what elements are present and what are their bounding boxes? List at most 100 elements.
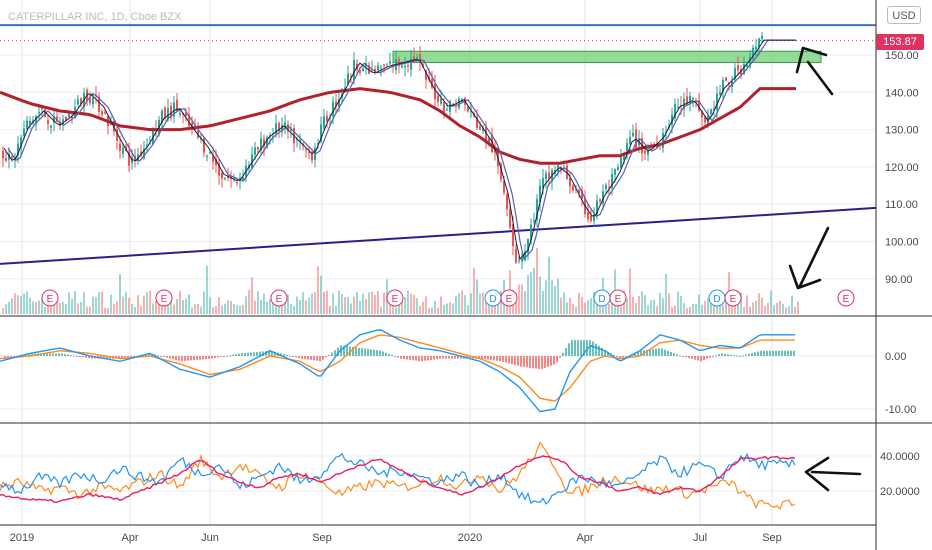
volume-bar (785, 307, 787, 314)
volume-bar (755, 300, 757, 314)
volume-bar (533, 268, 535, 314)
volume-bar (239, 305, 241, 314)
volume-bar (77, 303, 79, 314)
candle (251, 154, 253, 169)
macd-histogram-bar (388, 353, 390, 356)
macd-histogram-bar (70, 355, 72, 357)
macd-histogram-bar (7, 356, 9, 358)
volume-bar (365, 298, 367, 314)
volume-bar (47, 298, 49, 314)
annotation-arrows (788, 46, 862, 492)
candle (527, 238, 529, 253)
resistance-zone (392, 50, 822, 63)
candle (599, 199, 601, 202)
candle (419, 54, 421, 63)
candle (20, 137, 22, 148)
volume-bar (767, 303, 769, 314)
volume-bar (425, 296, 427, 314)
macd-histogram-bar (445, 356, 447, 359)
macd-histogram-bar (688, 356, 690, 359)
candle (587, 212, 589, 220)
volume-bar (80, 302, 82, 314)
volume-bar (389, 297, 391, 314)
volume-bar (284, 301, 286, 314)
macd-histogram-bar (169, 356, 171, 359)
macd-histogram-bar (403, 356, 405, 360)
candle (296, 139, 298, 141)
volume-bar (59, 302, 61, 314)
volume-bar (776, 302, 778, 314)
candle (722, 80, 724, 92)
macd-panel[interactable] (0, 329, 795, 413)
candle (362, 68, 364, 72)
macd-histogram-bar (682, 356, 684, 357)
volume-bar (356, 291, 358, 314)
dmi-tick-label: 40.0000 (880, 451, 920, 463)
macd-histogram-bar (352, 346, 354, 356)
candle (563, 167, 565, 169)
macd-histogram-bar (157, 355, 159, 357)
macd-histogram-bar (10, 356, 12, 357)
candle (506, 194, 508, 210)
macd-histogram-bar (379, 350, 381, 356)
candle (476, 116, 478, 129)
volume-bar (383, 292, 385, 314)
volume-bar (191, 307, 193, 314)
candle (89, 97, 91, 104)
macd-histogram-bar (706, 356, 708, 359)
volume-bar (2, 307, 4, 314)
candle (380, 67, 382, 69)
candle (140, 151, 142, 156)
volume-bar (221, 305, 223, 314)
volume-bar (656, 306, 658, 314)
event-marker-label: E (730, 294, 737, 305)
candle (614, 169, 616, 175)
volume-bar (548, 256, 550, 314)
volume-bar (740, 292, 742, 314)
macd-histogram-bar (181, 356, 183, 362)
candle (509, 209, 511, 228)
time-tick-label: 2019 (10, 532, 34, 544)
candle (275, 123, 277, 134)
candle (572, 185, 574, 191)
volume-bar (107, 307, 109, 314)
macd-histogram-bar (433, 356, 435, 360)
time-tick-label: Apr (576, 532, 593, 544)
price-tick-label: 150.00 (885, 50, 919, 62)
macd-histogram-bar (775, 350, 777, 356)
currency-button[interactable]: USD (887, 6, 921, 24)
volume-bar (134, 307, 136, 314)
candle (128, 151, 130, 166)
candle (542, 177, 544, 188)
volume-bar (644, 295, 646, 314)
candle (608, 187, 610, 189)
volume-bar (578, 292, 580, 314)
candle (104, 112, 106, 114)
dmi-panel[interactable] (0, 441, 796, 510)
macd-histogram-bar (175, 356, 177, 360)
volume-bar (677, 291, 679, 314)
volume-bar (707, 298, 709, 314)
macd-histogram-bar (787, 350, 789, 356)
candle (647, 149, 649, 155)
macd-histogram-bar (685, 356, 687, 358)
volume-bar (743, 307, 745, 314)
candle (122, 147, 124, 154)
macd-histogram-bar (535, 356, 537, 369)
macd-histogram-bar (667, 350, 669, 356)
volume-bar (176, 299, 178, 314)
macd-histogram-bar (331, 352, 333, 356)
volume-bar (572, 303, 574, 314)
volume-bar (629, 268, 631, 314)
volume-bar (692, 304, 694, 314)
macd-histogram-bar (385, 352, 387, 356)
volume-bar (551, 280, 553, 314)
volume-bar (71, 298, 73, 314)
macd-histogram-bar (736, 355, 738, 357)
volume-bar (662, 298, 664, 314)
volume-bar (362, 293, 364, 314)
volume-bar (263, 293, 265, 314)
volume-bar (482, 292, 484, 314)
candle (305, 148, 307, 150)
